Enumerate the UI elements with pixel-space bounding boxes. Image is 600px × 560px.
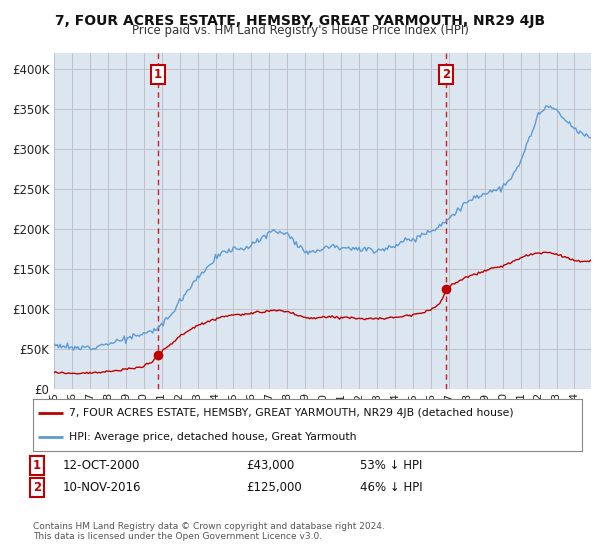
Text: 10-NOV-2016: 10-NOV-2016: [63, 480, 142, 494]
Text: 12-OCT-2000: 12-OCT-2000: [63, 459, 140, 473]
Text: 1: 1: [33, 459, 41, 473]
Text: 2: 2: [442, 68, 451, 81]
Text: HPI: Average price, detached house, Great Yarmouth: HPI: Average price, detached house, Grea…: [68, 432, 356, 442]
Text: 53% ↓ HPI: 53% ↓ HPI: [360, 459, 422, 473]
Text: 7, FOUR ACRES ESTATE, HEMSBY, GREAT YARMOUTH, NR29 4JB: 7, FOUR ACRES ESTATE, HEMSBY, GREAT YARM…: [55, 14, 545, 28]
Text: Contains HM Land Registry data © Crown copyright and database right 2024.
This d: Contains HM Land Registry data © Crown c…: [33, 522, 385, 542]
Text: £125,000: £125,000: [246, 480, 302, 494]
Text: 46% ↓ HPI: 46% ↓ HPI: [360, 480, 422, 494]
Text: 7, FOUR ACRES ESTATE, HEMSBY, GREAT YARMOUTH, NR29 4JB (detached house): 7, FOUR ACRES ESTATE, HEMSBY, GREAT YARM…: [68, 408, 514, 418]
Text: £43,000: £43,000: [246, 459, 294, 473]
Text: 2: 2: [33, 480, 41, 494]
Text: 1: 1: [154, 68, 162, 81]
Text: Price paid vs. HM Land Registry's House Price Index (HPI): Price paid vs. HM Land Registry's House …: [131, 24, 469, 37]
